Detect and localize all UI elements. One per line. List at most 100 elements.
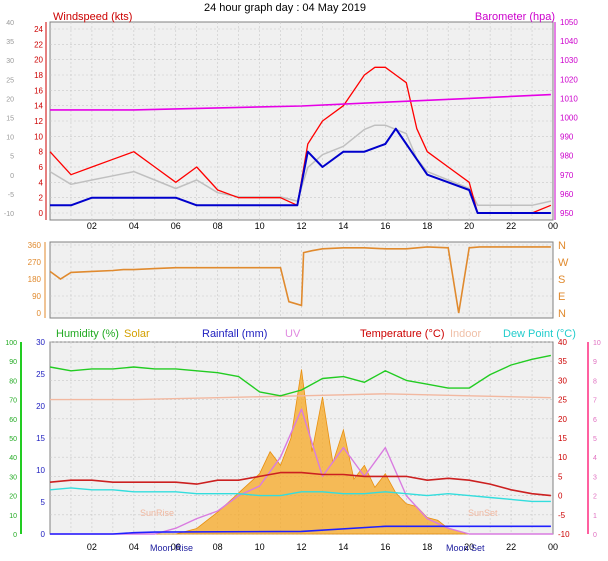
legend-humidity: Humidity (%) [56,328,119,340]
y-tick-label-wind: 22 [34,40,43,49]
windspeed-label: Windspeed (kts) [53,11,132,23]
y-tick-label-rain: 25 [36,370,45,379]
x-tick-label: 16 [380,542,390,552]
y-tick-label-temp: 15 [6,116,14,123]
y-tick-label-uv: 0 [593,532,597,539]
y-tick-label-temp: 10 [558,453,567,462]
series-line-avg [50,127,551,214]
x-tick-label: 18 [422,221,432,231]
direction-label: N [558,308,566,320]
y-tick-label-dir: 180 [28,275,42,284]
legend-rainfall: Rainfall (mm) [202,328,267,340]
y-tick-label-temp: 20 [558,415,567,424]
bottom-legend: Humidity (%) Solar Rainfall (mm) UV Temp… [56,328,576,340]
legend-indoor: Indoor [450,328,482,340]
y-tick-label-baro: 980 [560,152,574,161]
y-tick-label-uv: 3 [593,474,597,481]
sunset-label: SunSet [468,508,498,518]
moonset-label: Moon Set [446,543,485,553]
y-tick-label-rain: 30 [36,338,45,347]
y-tick-label-temp: 25 [6,77,14,84]
series-line-humidity [49,354,552,397]
y-tick-label-wind: 8 [39,148,44,157]
y-tick-label-rain: 10 [36,466,45,475]
y-tick-label-baro: 960 [560,190,574,199]
y-tick-label-temp: 30 [558,376,567,385]
y-tick-label-uv: 2 [593,494,597,501]
direction-label: W [558,257,569,269]
y-tick-label-uv: 1 [593,513,597,520]
y-tick-label-humidity: 40 [9,455,17,462]
x-tick-label: 04 [129,542,139,552]
y-tick-label-uv: 5 [593,436,597,443]
y-tick-label-wind: 0 [39,209,44,218]
sunrise-label: SunRise [140,508,174,518]
y-tick-label-rain: 5 [41,498,46,507]
y-tick-label-temp: 15 [558,434,567,443]
x-tick-label: 02 [87,542,97,552]
x-tick-label: 14 [338,221,348,231]
y-tick-label-uv: 9 [593,359,597,366]
y-tick-label-rain: 20 [36,402,45,411]
series-line-rainfall [50,525,551,535]
y-tick-label-uv: 7 [593,398,597,405]
y-tick-label-humidity: 50 [9,436,17,443]
series-line-temperature [49,471,551,497]
series-line-wind [49,66,552,214]
legend-dewpoint: Dew Point (°C) [503,328,576,340]
x-tick-label: 16 [380,221,390,231]
y-tick-label-uv: 10 [593,340,601,347]
y-tick-label-baro: 950 [560,209,574,218]
chart-title: 24 hour graph day : 04 May 2019 [204,2,366,14]
x-tick-label: 10 [255,542,265,552]
x-tick-label: 12 [296,542,306,552]
series-line-direction [49,246,551,314]
y-tick-label-dir: 270 [28,258,42,267]
y-tick-label-dir: 360 [28,241,42,250]
y-tick-label-humidity: 10 [9,513,17,520]
y-tick-label-humidity: 80 [9,378,17,385]
series-line-indoor [50,393,551,401]
legend-solar: Solar [124,328,150,340]
y-tick-label-temp: 40 [6,20,14,27]
y-tick-label-temp: 5 [558,472,563,481]
y-tick-label-rain: 0 [41,530,46,539]
x-tick-label: 08 [213,542,223,552]
y-tick-label-uv: 6 [593,417,597,424]
x-tick-label: 14 [338,542,348,552]
y-tick-label-wind: 14 [34,102,43,111]
direction-label: S [558,274,565,286]
y-tick-label-humidity: 0 [13,532,17,539]
y-tick-label-temp: 35 [558,357,567,366]
x-tick-label: 12 [296,221,306,231]
temp-humidity-panel: Humidity (%) Solar Rainfall (mm) UV Temp… [5,328,601,553]
y-tick-label-temp: 5 [10,154,14,161]
x-tick-label: 06 [171,221,181,231]
y-tick-label-uv: 8 [593,378,597,385]
x-tick-label: 22 [506,221,516,231]
y-tick-label-uv: 4 [593,455,597,462]
x-tick-label: 20 [464,542,474,552]
x-tick-label: 02 [87,221,97,231]
x-tick-label: 00 [548,221,558,231]
x-tick-label: 22 [506,542,516,552]
x-tick-label: 00 [548,542,558,552]
y-tick-label-temp: -5 [558,511,566,520]
x-tick-label: 10 [255,221,265,231]
wind-baro-panel: Windspeed (kts) Barometer (hpa) 02468101… [4,11,578,231]
y-tick-label-temp: -10 [558,530,570,539]
y-tick-label-baro: 970 [560,171,574,180]
y-tick-label-temp: 40 [558,338,567,347]
y-tick-label-humidity: 90 [9,359,17,366]
series-line-uv [50,408,553,535]
y-tick-label-temp: 30 [6,58,14,65]
y-tick-label-temp: 25 [558,396,567,405]
y-tick-label-temp: 35 [6,39,14,46]
y-tick-label-baro: 990 [560,133,574,142]
y-tick-label-humidity: 20 [9,494,17,501]
moonrise-label: Moon Rise [150,543,193,553]
y-tick-label-baro: 1050 [560,18,578,27]
y-tick-label-temp: 10 [6,135,14,142]
y-tick-label-baro: 1030 [560,56,578,65]
